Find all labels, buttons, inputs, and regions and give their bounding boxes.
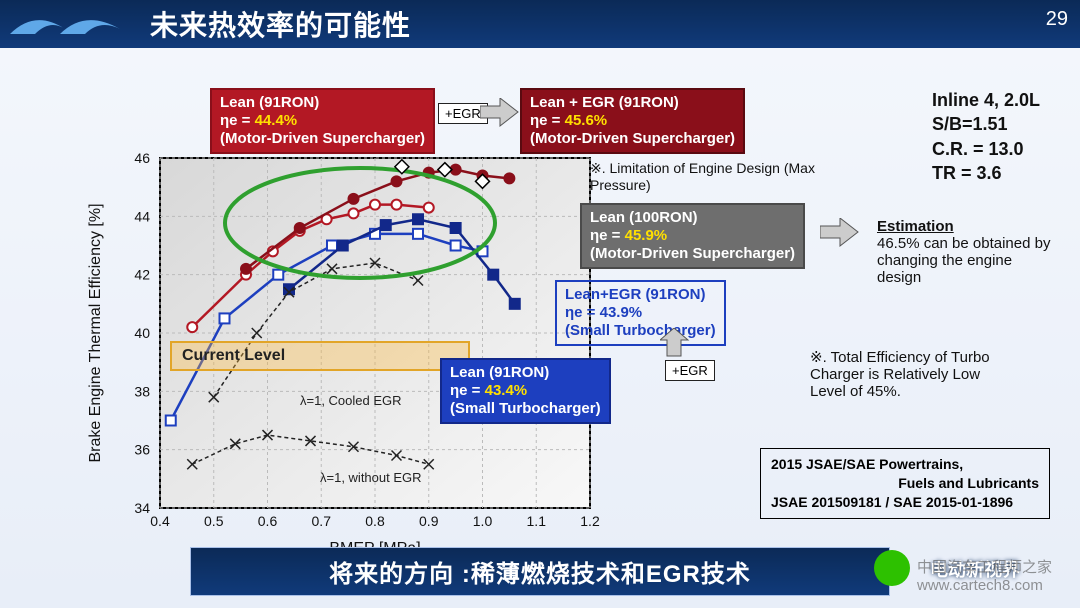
svg-text:46: 46 — [134, 150, 150, 166]
svg-text:38: 38 — [134, 383, 150, 399]
svg-text:34: 34 — [134, 500, 150, 516]
svg-text:42: 42 — [134, 267, 150, 283]
label-cooled-egr: λ=1, Cooled EGR — [300, 393, 402, 408]
slide-title: 未来热效率的可能性 — [150, 4, 411, 44]
current-level-label: Current Level — [182, 347, 285, 364]
svg-text:0.8: 0.8 — [365, 513, 385, 529]
svg-text:0.4: 0.4 — [150, 513, 170, 529]
svg-text:44: 44 — [134, 208, 150, 224]
svg-text:1.2: 1.2 — [580, 513, 600, 529]
svg-text:0.6: 0.6 — [258, 513, 278, 529]
annot-lean-egr-91: Lean + EGR (91RON) ηe = 45.6% (Motor-Dri… — [520, 88, 745, 154]
y-axis-label: Brake Engine Thermal Efficiency [%] — [87, 203, 104, 462]
svg-text:36: 36 — [134, 442, 150, 458]
annot-lean-100: Lean (100RON) ηe = 45.9% (Motor-Driven S… — [580, 203, 805, 269]
turbo-note: ※. Total Efficiency of Turbo Charger is … — [810, 348, 1010, 400]
svg-text:1.1: 1.1 — [527, 513, 547, 529]
current-level-band: Current Level — [170, 341, 470, 371]
annot-leanegr-turbo: Lean+EGR (91RON) ηe = 43.9% (Small Turbo… — [555, 280, 726, 346]
wechat-icon — [874, 550, 910, 586]
slide: 未来热效率的可能性 29 0.4 0.5 0.6 0.7 0.8 0.9 1.0 1.1 1.2… — [0, 0, 1080, 608]
page-number: 29 — [1046, 8, 1068, 31]
svg-text:1.0: 1.0 — [473, 513, 493, 529]
estimation-box: Estimation 46.5% can be obtained by chan… — [877, 218, 1052, 286]
svg-text:0.9: 0.9 — [419, 513, 439, 529]
watermark-text: 中国汽车工程师之家 www.cartech8.com — [917, 556, 1052, 594]
svg-text:0.7: 0.7 — [312, 513, 332, 529]
annot-lean-turbo: Lean (91RON) ηe = 43.4% (Small Turbochar… — [440, 358, 611, 424]
label-without-egr: λ=1, without EGR — [320, 470, 422, 485]
citation-box: 2015 JSAE/SAE Powertrains, Fuels and Lub… — [760, 448, 1050, 519]
svg-text:40: 40 — [134, 325, 150, 341]
footer-direction: 将来的方向 :稀薄燃烧技术和EGR技术 — [190, 547, 890, 596]
limitation-note: ※. Limitation of Engine Design (Max Pres… — [590, 160, 830, 193]
title-bar: 未来热效率的可能性 29 — [0, 0, 1080, 48]
egr-up-arrow-icon: +EGR — [665, 360, 715, 381]
content-area: 0.4 0.5 0.6 0.7 0.8 0.9 1.0 1.1 1.2 34 36 38 40 42 44 4… — [0, 48, 1080, 608]
logo-swoosh-icon — [0, 0, 150, 48]
svg-text:0.5: 0.5 — [204, 513, 224, 529]
engine-specs: Inline 4, 2.0L S/B=1.51 C.R. = 13.0 TR =… — [932, 88, 1040, 185]
annot-lean-91: Lean (91RON) ηe = 44.4% (Motor-Driven Su… — [210, 88, 435, 154]
